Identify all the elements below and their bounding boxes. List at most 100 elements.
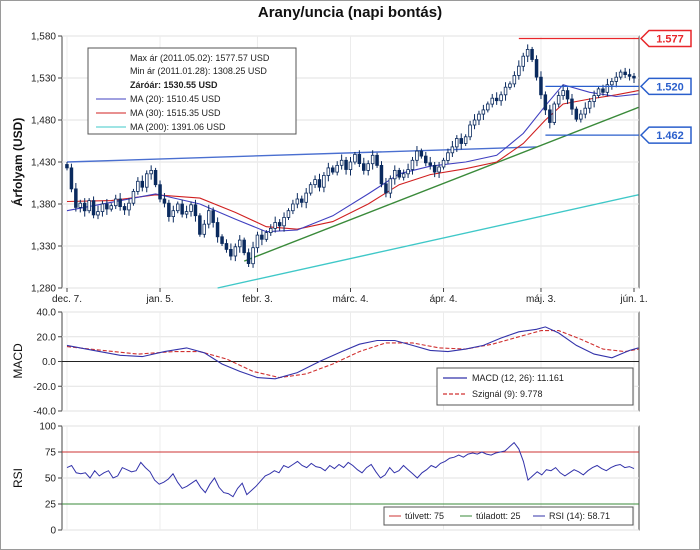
candle [485, 103, 490, 111]
price-y-tick-label: 1,530 [31, 74, 56, 85]
rsi-legend-rsi: RSI (14): 58.71 [549, 511, 610, 521]
macd-ylabel: MACD [11, 343, 25, 379]
candle [131, 190, 136, 204]
candle [229, 248, 233, 257]
macd-y-tick-label: -20.0 [33, 382, 56, 393]
badge-label: 1.462 [656, 130, 684, 142]
candle [180, 203, 184, 215]
candle [74, 188, 78, 208]
candle [175, 203, 180, 212]
price-y-tick-label: 1,280 [31, 284, 56, 295]
candle [127, 202, 131, 211]
candle [454, 138, 459, 148]
info-ma200: MA (200): 1391.06 USD [130, 122, 226, 132]
candle [415, 150, 419, 161]
upper-trendline [66, 146, 537, 163]
candle [215, 222, 220, 238]
price-y-tick-label: 1,430 [31, 158, 56, 169]
candle [543, 94, 548, 111]
candle [406, 169, 410, 175]
candle [499, 94, 503, 102]
rsi-line [66, 441, 635, 498]
candle [366, 163, 370, 171]
candle [118, 198, 122, 207]
candle [632, 75, 636, 79]
candle [255, 234, 260, 249]
info-ma20: MA (20): 1510.45 USD [130, 94, 221, 104]
rsi-y-tick-label: 100 [39, 422, 56, 433]
candle [512, 75, 517, 85]
price-y-tick-label: 1,330 [31, 242, 56, 253]
candle [601, 88, 605, 93]
candle [596, 88, 601, 97]
candle [610, 81, 614, 86]
candle [299, 198, 304, 203]
candle [525, 49, 530, 57]
candle [277, 222, 282, 227]
candle [246, 252, 251, 264]
price-badge: 1.462 [639, 126, 692, 144]
macd-y-tick-label: -40.0 [33, 407, 56, 418]
x-tick-label: máj. 3. [526, 294, 556, 305]
candle [348, 161, 353, 170]
candle [592, 95, 596, 102]
candle [428, 162, 432, 166]
candle [437, 166, 441, 173]
candle [339, 159, 344, 166]
rsi-legend-overbought: túlvett: 75 [405, 511, 444, 521]
candle [198, 215, 202, 235]
candle [357, 153, 362, 164]
candle [122, 206, 127, 211]
candle [251, 247, 255, 265]
candle [220, 236, 224, 244]
candle [233, 246, 238, 257]
candle [189, 204, 193, 212]
candle [534, 59, 539, 78]
candle [260, 234, 264, 240]
candle [149, 169, 153, 175]
candle [136, 180, 140, 192]
candle [344, 159, 348, 170]
candle [446, 152, 450, 161]
ma30-line [66, 90, 639, 230]
support-trendline [243, 106, 639, 262]
candle [202, 223, 206, 235]
macd-signal-line [66, 330, 639, 379]
price-y-tick-label: 1,480 [31, 116, 56, 127]
candle [100, 203, 105, 212]
badge-shape [639, 77, 692, 96]
candle [304, 192, 308, 203]
candle [379, 164, 384, 185]
rsi-ylabel: RSI [11, 468, 25, 488]
candle [162, 198, 167, 204]
price-badge: 1.520 [639, 77, 692, 96]
rsi-legend-oversold: túladott: 25 [476, 511, 521, 521]
x-tick-label: jan. 5. [145, 294, 173, 305]
macd-legend-macd: MACD (12, 26): 11.161 [472, 373, 564, 383]
candle [242, 239, 246, 254]
candle [109, 205, 114, 210]
x-tick-label: jún. 1. [619, 294, 647, 305]
candle [353, 153, 357, 163]
candle [388, 178, 393, 194]
candle [291, 203, 295, 212]
info-max: Max ár (2011.05.02): 1577.57 USD [130, 53, 270, 63]
candle [463, 136, 468, 144]
candle [153, 169, 158, 186]
candle [87, 200, 91, 212]
price-y-tick-label: 1,580 [31, 32, 56, 43]
candle [539, 76, 543, 96]
rsi-legend: túlvett: 75 túladott: 25 RSI (14): 58.71 [383, 506, 634, 526]
macd-y-tick-label: 40.0 [37, 308, 57, 319]
candle [335, 164, 339, 173]
candle [114, 198, 118, 207]
x-tick-label: márc. 4. [332, 294, 368, 305]
rsi-y-tick-label: 75 [45, 448, 57, 459]
candle [78, 202, 83, 208]
candle [419, 150, 424, 157]
candle [206, 210, 211, 225]
candle [224, 243, 229, 250]
candle [144, 173, 149, 188]
badge-label: 1.520 [656, 81, 684, 93]
candle [313, 179, 317, 186]
